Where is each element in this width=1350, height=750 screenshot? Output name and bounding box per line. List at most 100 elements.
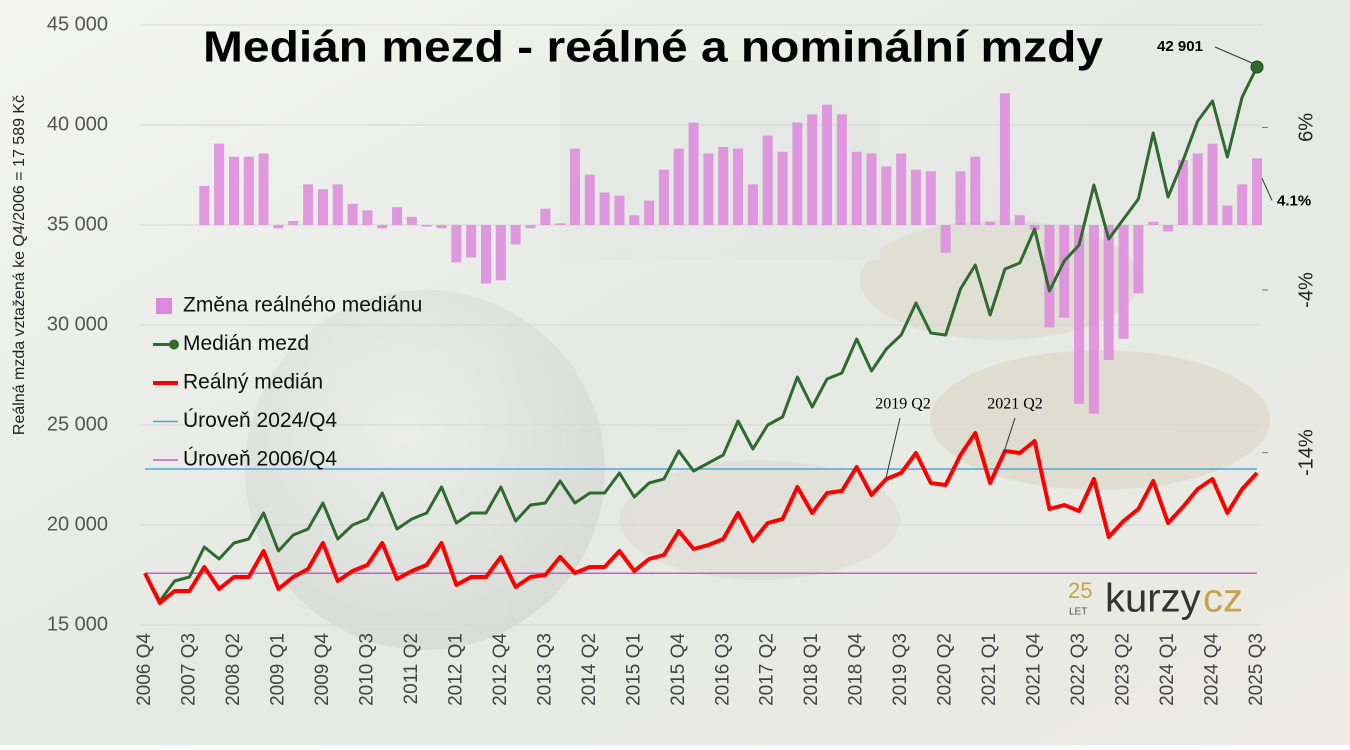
y-tick-label: 20 000	[47, 513, 108, 535]
logo: 25 LET kurzy cz	[1068, 577, 1243, 621]
bar	[925, 171, 936, 225]
bar	[481, 225, 492, 284]
annotation: 2019 Q2	[875, 396, 931, 413]
bar	[1163, 225, 1174, 232]
bar	[288, 220, 299, 225]
bar	[955, 171, 966, 225]
bar	[555, 223, 566, 225]
bar	[392, 207, 403, 225]
bar	[970, 156, 981, 225]
bar	[896, 153, 907, 225]
x-tick-label: 2007 Q3	[178, 633, 199, 706]
x-tick-label: 2024 Q4	[1202, 633, 1223, 706]
bar	[644, 200, 655, 225]
bar	[421, 225, 432, 227]
x-tick-label: 2006 Q4	[134, 633, 155, 706]
bar	[525, 225, 536, 229]
bar	[792, 122, 803, 225]
y-tick-label: 35 000	[47, 213, 108, 235]
x-tick-label: 2021 Q4	[1024, 633, 1045, 706]
x-tick-label: 2013 Q3	[534, 633, 555, 706]
bar	[243, 156, 254, 225]
legend: Změna reálného mediánu Medián mezd Reálný …	[153, 294, 422, 471]
bar	[258, 153, 269, 225]
bar	[851, 151, 862, 225]
y-tick-label: 30 000	[47, 313, 108, 335]
bar	[1118, 225, 1129, 339]
legend-item: Reálný medián	[153, 371, 323, 394]
y2-tick-label: -4%	[1295, 272, 1317, 308]
x-tick-label: 2012 Q4	[490, 633, 511, 706]
logo-suffix: cz	[1203, 577, 1243, 621]
x-tick-label: 2012 Q1	[445, 633, 466, 706]
bar	[1207, 143, 1218, 225]
bar	[332, 184, 343, 225]
bar	[673, 148, 684, 225]
bar	[822, 104, 833, 225]
legend-label: Medián mezd	[183, 332, 309, 355]
legend-swatch	[156, 298, 172, 314]
x-tick-label: 2015 Q4	[668, 633, 689, 706]
bar-series	[199, 93, 1262, 414]
bar	[733, 148, 744, 225]
x-tick-label: 2011 Q2	[401, 633, 422, 704]
x-tick-label: 2023 Q2	[1113, 633, 1134, 706]
bar	[762, 135, 773, 225]
leader-line	[1261, 178, 1273, 201]
leader-line	[1214, 46, 1253, 64]
bar	[940, 225, 951, 253]
bar	[718, 146, 729, 225]
legend-label: Úroveň 2024/Q4	[183, 409, 337, 432]
x-tick-label: 2009 Q1	[267, 633, 288, 706]
line	[143, 431, 1259, 605]
bar	[406, 216, 417, 225]
bar	[1148, 221, 1159, 225]
bar	[777, 151, 788, 225]
bar	[629, 215, 640, 225]
bar	[214, 143, 225, 225]
bar	[688, 122, 699, 225]
bar	[1177, 159, 1188, 225]
bar	[881, 166, 892, 225]
y-tick-label: 45 000	[47, 13, 108, 35]
data-label: 4.1%	[1277, 192, 1311, 209]
bar	[436, 225, 447, 229]
bar	[1029, 225, 1040, 230]
bar	[985, 221, 996, 225]
x-tick-label: 2017 Q2	[757, 633, 778, 706]
bar	[1222, 205, 1233, 225]
bar	[807, 114, 818, 225]
bar	[1044, 225, 1055, 328]
bar	[1059, 225, 1070, 318]
x-tick-label: 2025 Q3	[1246, 633, 1267, 706]
bar	[836, 114, 847, 225]
bar	[199, 185, 210, 225]
y2-tick-label: 6%	[1295, 113, 1317, 142]
bar	[658, 169, 669, 225]
bar	[1014, 215, 1025, 225]
bar	[495, 225, 506, 281]
x-tick-label: 2020 Q2	[935, 633, 956, 706]
bar	[1133, 225, 1144, 294]
annotation: 2021 Q2	[987, 396, 1043, 413]
bar	[540, 208, 551, 225]
bar	[273, 225, 284, 229]
bar	[569, 148, 580, 225]
y2-tick-label: -14%	[1295, 429, 1317, 476]
x-tick-label: 2016 Q3	[712, 633, 733, 706]
logo-number: 25	[1068, 578, 1092, 603]
x-tick-label: 2015 Q1	[623, 633, 644, 706]
bar	[317, 189, 328, 225]
annotation-line	[1003, 417, 1016, 453]
bar	[999, 93, 1010, 225]
x-tick-label: 2018 Q4	[846, 633, 867, 706]
bar	[1237, 184, 1248, 225]
legend-label: Úroveň 2006/Q4	[183, 448, 337, 471]
bar	[377, 225, 388, 229]
x-tick-label: 2018 Q1	[801, 633, 822, 706]
legend-item: Úroveň 2006/Q4	[153, 448, 337, 471]
x-tick-label: 2010 Q3	[356, 633, 377, 706]
bar	[1103, 225, 1114, 360]
legend-label: Změna reálného mediánu	[183, 294, 422, 317]
